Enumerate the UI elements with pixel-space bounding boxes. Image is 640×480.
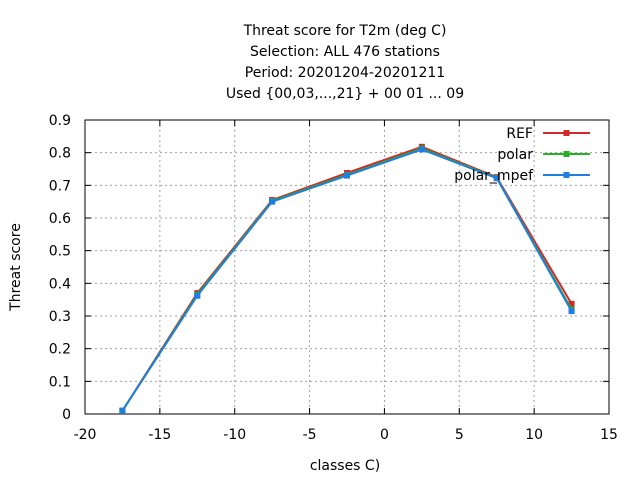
data-point (493, 175, 500, 182)
series-REF (119, 143, 575, 414)
y-tick-label: 0.7 (49, 178, 71, 194)
legend-swatch-marker (563, 151, 570, 157)
x-tick-label: -15 (148, 427, 171, 443)
legend-label: polar_mpef (454, 168, 534, 184)
y-axis-label: Threat score (8, 223, 24, 312)
legend-swatch-marker (563, 172, 570, 178)
title-line: Period: 20201204-20201211 (245, 65, 445, 81)
y-tick-label: 0.4 (49, 276, 71, 292)
title-line: Selection: ALL 476 stations (250, 44, 440, 60)
y-tick-label: 0.5 (49, 244, 71, 260)
x-tick-label: 5 (455, 427, 464, 443)
x-tick-label: -20 (74, 427, 97, 443)
grid-lines (85, 120, 609, 414)
title-line: Threat score for T2m (deg C) (243, 23, 447, 39)
series-line (121, 147, 573, 412)
y-tick-label: 0.3 (49, 309, 71, 325)
data-point (194, 292, 201, 299)
data-point (119, 407, 126, 414)
y-tick-label: 0.1 (49, 374, 71, 390)
x-tick-label: 0 (380, 427, 389, 443)
x-axis-label: classes C) (310, 458, 380, 474)
x-tick-label: -10 (223, 427, 246, 443)
plot-frame (84, 119, 610, 415)
legend-label: polar (497, 147, 533, 163)
chart-title: Threat score for T2m (deg C) Selection: A… (226, 23, 464, 102)
y-tick-label: 0 (62, 407, 71, 423)
x-axis-ticks: -20 -15 -10 -5 0 5 10 15 (74, 120, 618, 443)
data-point (418, 146, 425, 153)
legend-swatch-marker (563, 130, 570, 136)
series-line (121, 145, 573, 412)
legend: REF polar polar_mpef (454, 126, 590, 184)
legend-label: REF (506, 126, 533, 142)
y-tick-label: 0.6 (49, 211, 71, 227)
data-series (119, 143, 575, 414)
data-point (344, 172, 350, 179)
y-tick-label: 0.2 (49, 342, 71, 358)
y-tick-label: 0.9 (49, 113, 71, 129)
y-tick-label: 0.8 (49, 146, 71, 162)
y-axis-ticks: 0 0.1 0.2 0.3 0.4 0.5 0.6 0.7 0.8 0.9 (49, 113, 609, 423)
data-point (568, 300, 575, 307)
x-tick-label: 10 (525, 427, 543, 443)
x-tick-label: 15 (600, 427, 618, 443)
data-point (269, 198, 276, 205)
x-tick-label: -5 (303, 427, 317, 443)
series-polar_mpef (119, 146, 575, 414)
data-point (568, 308, 575, 315)
title-line: Used {00,03,...,21} + 00 01 ... 09 (226, 86, 464, 102)
